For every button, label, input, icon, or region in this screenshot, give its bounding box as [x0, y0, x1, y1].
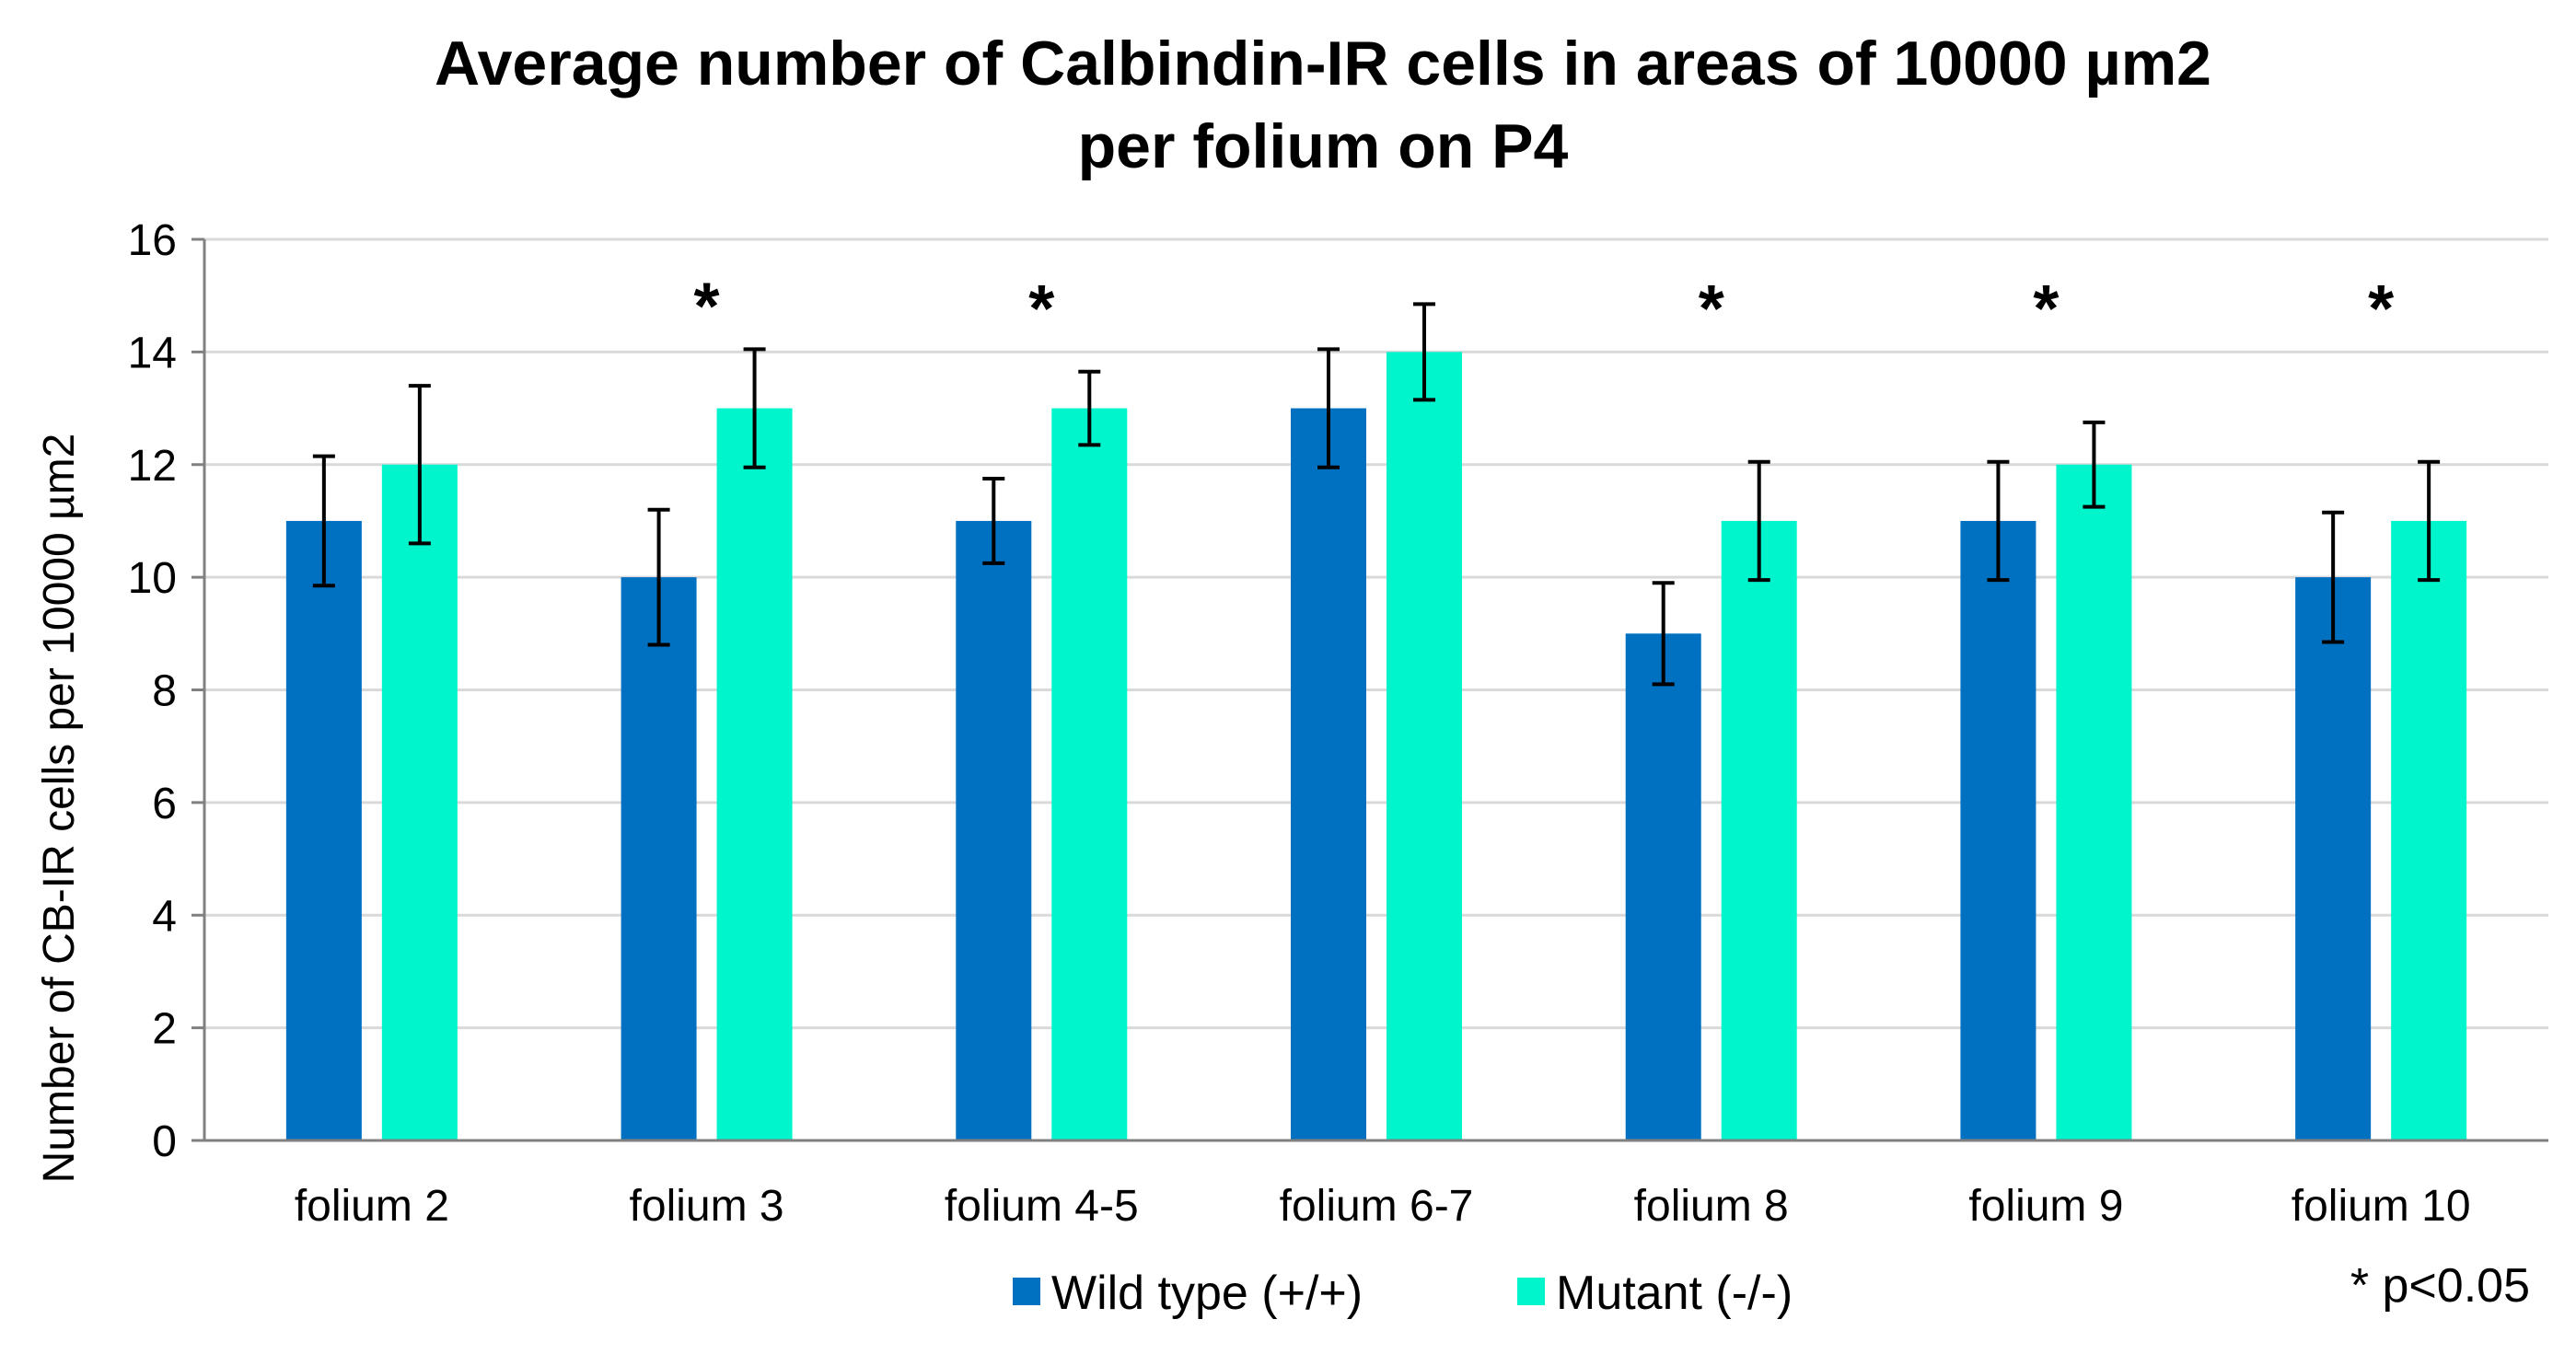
y-tick-label: 10: [128, 554, 177, 603]
y-tick-label: 2: [152, 1005, 177, 1054]
bars: [285, 352, 2467, 1140]
y-tick-label: 14: [128, 329, 177, 377]
x-tick-label: folium 9: [1968, 1182, 2123, 1231]
x-tick-label: folium 4-5: [945, 1182, 1139, 1231]
bar-wild-type-3: [956, 520, 1032, 1140]
legend-swatch-mutant: [1517, 1278, 1545, 1305]
significance-star: *: [694, 270, 720, 343]
x-tick-label: folium 8: [1634, 1182, 1789, 1231]
significance-star: *: [1699, 272, 1724, 346]
y-tick-label: 6: [152, 780, 177, 828]
y-tick-label: 0: [152, 1117, 177, 1166]
significance-star: *: [2368, 272, 2394, 346]
bar-wild-type-5: [1625, 633, 1701, 1140]
bar-mutant-7: [2391, 520, 2467, 1140]
bar-mutant-3: [1051, 408, 1128, 1140]
legend-swatch-wild-type: [1013, 1278, 1040, 1305]
x-tick-label: folium 2: [295, 1182, 449, 1231]
y-axis-ticks: 0 2 4 6 8 10 12 14 16: [128, 216, 204, 1166]
legend-label-mutant: Mutant (-/-): [1556, 1267, 1793, 1320]
y-axis-label: Number of CB-IR cells per 10000 µm2: [35, 434, 84, 1184]
error-bars: [312, 302, 2441, 687]
chart-title-line-1: Average number of Calbindin-IR cells in …: [435, 29, 2211, 98]
significance-star: *: [1028, 272, 1054, 346]
bar-mutant-5: [1721, 520, 1797, 1140]
grid-lines: [204, 237, 2548, 1030]
y-tick-label: 16: [128, 216, 177, 265]
x-tick-label: folium 10: [2292, 1182, 2471, 1231]
x-tick-label: folium 3: [630, 1182, 784, 1231]
significance-note: * p<0.05: [2350, 1259, 2530, 1313]
significance-markers: * * * * *: [694, 270, 2395, 346]
y-tick-label: 12: [128, 442, 177, 491]
x-tick-label: folium 6-7: [1280, 1182, 1474, 1231]
bar-wild-type-4: [1291, 408, 1366, 1140]
bar-mutant-2: [716, 408, 793, 1140]
legend-label-wild-type: Wild type (+/+): [1051, 1267, 1363, 1320]
bar-mutant-4: [1387, 352, 1462, 1140]
y-tick-label: 4: [152, 892, 177, 941]
significance-star: *: [2033, 272, 2059, 346]
x-axis-ticks: folium 2 folium 3 folium 4-5 folium 6-7 foli…: [295, 1182, 2471, 1231]
bar-wild-type-6: [1960, 520, 2036, 1140]
bar-wild-type-2: [621, 577, 697, 1140]
bar-mutant-1: [381, 464, 458, 1140]
bar-wild-type-7: [2295, 577, 2372, 1140]
bar-wild-type-1: [285, 520, 362, 1140]
y-tick-label: 8: [152, 667, 177, 716]
bar-mutant-6: [2056, 464, 2132, 1140]
chart-title-line-2: per folium on P4: [1078, 111, 1569, 181]
legend: Wild type (+/+) Mutant (-/-): [1013, 1267, 1793, 1320]
